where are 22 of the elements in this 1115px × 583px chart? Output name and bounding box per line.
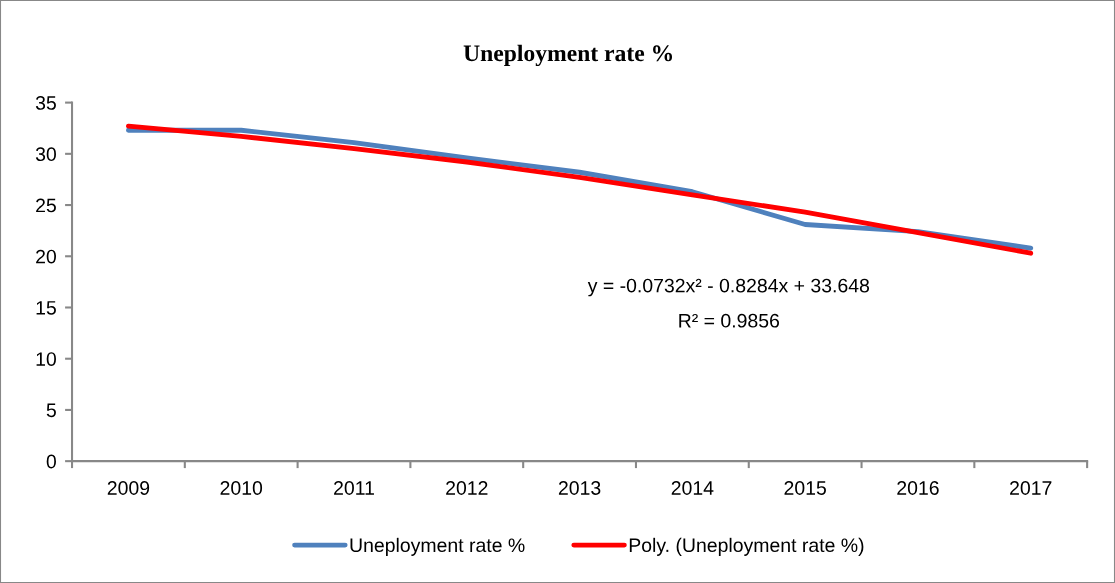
- x-tick-label: 2015: [784, 481, 826, 495]
- y-tick-label: 5: [46, 403, 56, 418]
- chart-title: Uneployment rate %: [463, 44, 673, 67]
- legend-label: Uneployment rate %: [350, 537, 525, 556]
- x-tick-label: 2013: [558, 481, 601, 495]
- y-tick-label: 10: [36, 352, 56, 366]
- y-tick-label: 25: [36, 198, 56, 213]
- x-tick-label: 2009: [107, 481, 150, 495]
- y-tick-label: 15: [36, 301, 56, 315]
- x-tick-label: 2014: [671, 481, 714, 495]
- annotation: R² = 0.9856: [679, 313, 780, 328]
- y-tick-label: 20: [36, 249, 56, 264]
- legend-label: Poly. (Uneployment rate %): [629, 537, 864, 556]
- x-tick-label: 2011: [334, 481, 374, 495]
- x-tick-label: 2016: [897, 481, 939, 495]
- annotation: y = -0.0732x² - 0.8284x + 33.648: [587, 278, 870, 297]
- y-tick-label: 35: [35, 96, 56, 110]
- x-tick-label: 2017: [1010, 481, 1052, 495]
- x-tick-label: 2012: [446, 481, 488, 495]
- y-tick-label: 30: [35, 147, 56, 162]
- x-tick-label: 2010: [220, 481, 263, 495]
- y-tick-label: 0: [46, 454, 56, 469]
